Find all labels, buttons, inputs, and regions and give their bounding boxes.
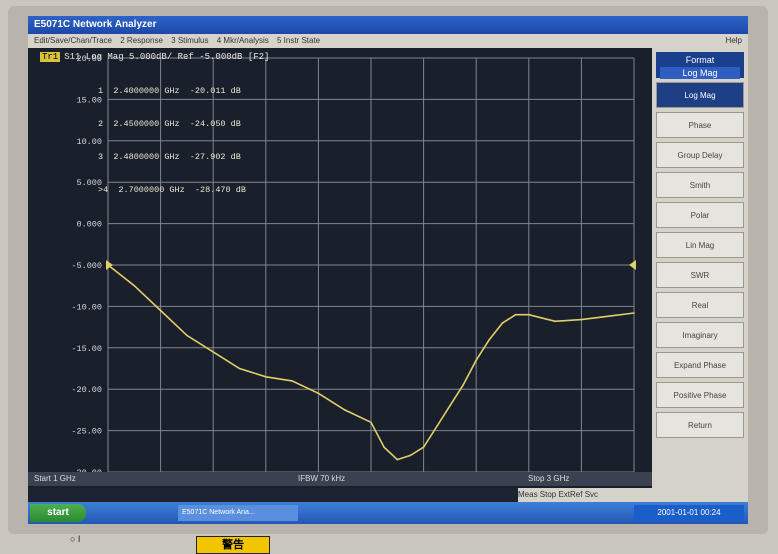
softkey-polar[interactable]: Polar xyxy=(656,202,744,228)
trace-point xyxy=(554,320,556,323)
menu-item[interactable]: 3 Stimulus xyxy=(171,36,209,45)
trace-point xyxy=(238,367,241,370)
trace-point xyxy=(514,313,517,316)
chart-status-bar: Start 1 GHz IFBW 70 kHz Stop 3 GHz xyxy=(28,472,652,486)
softkey-swr[interactable]: SWR xyxy=(656,262,744,288)
y-tick-label: 20.00 xyxy=(76,54,102,64)
marker-row: 1 2.4000000 GHz -20.011 dB xyxy=(98,86,241,96)
taskbar-clock: 2001-01-01 00:24 xyxy=(634,505,744,521)
y-tick-label: -10.00 xyxy=(71,302,102,312)
softkey-group-delay[interactable]: Group Delay xyxy=(656,142,744,168)
trace-settings: S11 Log Mag 5.000dB/ Ref -5.000dB [F2] xyxy=(64,52,270,62)
trace-point xyxy=(606,315,609,318)
menu-bar: Edit/Save/Chan/Trace 2 Response 3 Stimul… xyxy=(28,34,748,48)
softkey-title: Format xyxy=(685,55,715,65)
trace-point xyxy=(265,375,267,378)
instrument-info-bar: Meas Stop ExtRef Svc xyxy=(518,488,748,502)
softkey-expand-phase[interactable]: Expand Phase xyxy=(656,352,744,378)
trace-point xyxy=(422,446,425,448)
trace-point xyxy=(317,392,320,395)
trace-point xyxy=(291,380,293,382)
trace-point xyxy=(475,359,478,362)
trace-point xyxy=(212,351,214,353)
y-tick-label: -15.00 xyxy=(71,344,102,354)
menu-item[interactable]: Edit/Save/Chan/Trace xyxy=(34,36,112,45)
ref-level-marker-icon xyxy=(106,260,113,270)
chart-svg: 20.00 15.00 10.00 5.000 0.000 -5.000 -10.00 -15… xyxy=(71,54,636,478)
trace-point xyxy=(343,409,346,411)
marker-row: >4 2.7000000 GHz -28.470 dB xyxy=(98,185,246,195)
menu-item[interactable]: 4 Mkr/Analysis xyxy=(216,36,269,45)
stop-freq: Stop 3 GHz xyxy=(528,474,570,483)
softkey-real[interactable]: Real xyxy=(656,292,744,318)
trace-point xyxy=(383,446,385,448)
y-tick-label: -20.00 xyxy=(71,385,102,395)
y-tick-label: 0.000 xyxy=(76,220,102,230)
trace-point xyxy=(435,425,438,428)
softkey-imaginary[interactable]: Imaginary xyxy=(656,322,744,348)
trace-point xyxy=(501,322,504,324)
y-tick-label: 5.000 xyxy=(76,178,102,188)
softkey-panel: Format Log Mag Log Mag Phase Group Delay… xyxy=(652,48,748,488)
trace-channel-badge[interactable]: Tr1 xyxy=(40,52,61,62)
marker-row: 2 2.4500000 GHz -24.050 dB xyxy=(98,119,241,129)
softkey-lin-mag[interactable]: Lin Mag xyxy=(656,232,744,258)
trace-point xyxy=(449,404,451,407)
power-indicator-icon: ○ I xyxy=(70,534,81,544)
trace-point xyxy=(488,338,491,341)
y-tick-label: 15.00 xyxy=(76,95,102,105)
chart-area: 20.00 15.00 10.00 5.000 0.000 -5.000 -10.00 -15… xyxy=(28,48,652,488)
start-button[interactable]: start xyxy=(30,504,86,522)
trace-point xyxy=(580,318,583,321)
taskbar: start E5071C Network Ana... 2001-01-01 0… xyxy=(28,502,748,524)
trace-point xyxy=(396,458,399,461)
trace-label: Tr1 S11 Log Mag 5.000dB/ Ref -5.000dB [F2… xyxy=(40,52,269,62)
trace-point xyxy=(633,312,635,314)
menu-help[interactable]: Help xyxy=(725,36,742,45)
softkey-return[interactable]: Return xyxy=(656,412,744,438)
softkey-header: Format Log Mag xyxy=(656,52,744,79)
y-tick-label: 10.00 xyxy=(76,137,102,147)
marker-table: 1 2.4000000 GHz -20.011 dB 2 2.4500000 G… xyxy=(98,64,246,218)
taskbar-item[interactable]: E5071C Network Ana... xyxy=(178,505,298,521)
window-title: E5071C Network Analyzer xyxy=(28,16,748,34)
instrument-screen: E5071C Network Analyzer Edit/Save/Chan/T… xyxy=(28,16,748,524)
trace-point xyxy=(370,421,372,424)
y-tick-label: -25.00 xyxy=(71,427,102,437)
start-freq: Start 1 GHz xyxy=(34,474,76,483)
marker-row: 3 2.4800000 GHz -27.902 dB xyxy=(98,152,241,162)
warning-label: 警告 xyxy=(196,536,270,554)
ifbw: IFBW 70 kHz xyxy=(298,474,346,483)
softkey-phase[interactable]: Phase xyxy=(656,112,744,138)
softkey-positive-phase[interactable]: Positive Phase xyxy=(656,382,744,408)
y-tick-label: -5.000 xyxy=(71,261,102,271)
trace-point xyxy=(133,284,136,287)
ref-level-marker-icon xyxy=(629,260,636,270)
softkey-smith[interactable]: Smith xyxy=(656,172,744,198)
trace-point xyxy=(409,454,412,457)
menu-item[interactable]: 2 Response xyxy=(120,36,163,45)
trace-point xyxy=(528,313,530,316)
softkey-log-mag[interactable]: Log Mag xyxy=(656,82,744,108)
trace-point xyxy=(186,334,188,337)
softkey-subtitle: Log Mag xyxy=(660,67,740,79)
menu-item[interactable]: 5 Instr State xyxy=(276,36,321,45)
trace-point xyxy=(159,309,162,312)
trace-point xyxy=(462,384,464,386)
